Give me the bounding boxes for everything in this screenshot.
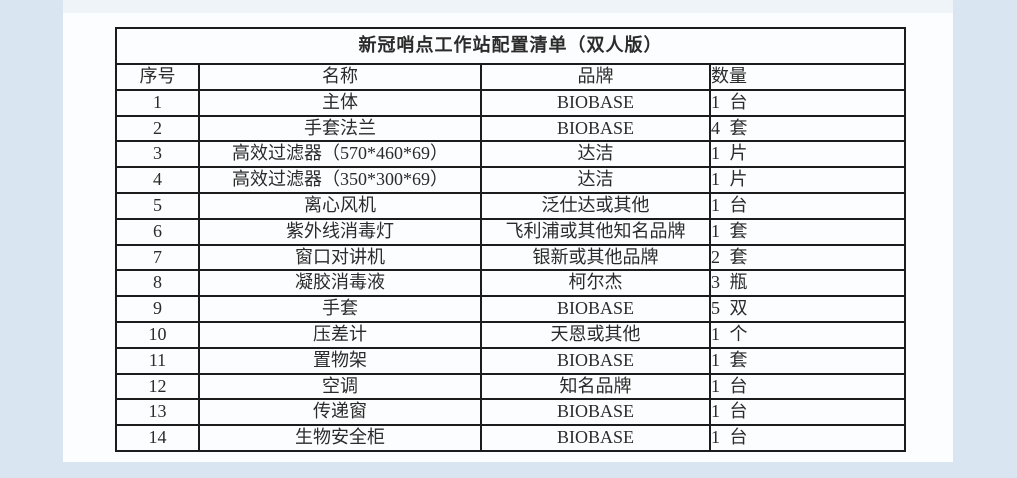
cell-quantity: 1 片 [709,166,906,194]
cell-brand: 天恩或其他 [480,320,711,349]
cell-name: 紫外线消毒灯 [198,217,482,246]
cell-brand: BIOBASE [480,295,711,323]
cell-serial: 4 [115,166,200,194]
cell-serial: 1 [115,88,200,117]
table-row: 5 离心风机 泛仕达或其他 1 台 [115,191,906,220]
cell-quantity: 1 台 [709,88,906,117]
cell-serial: 10 [115,320,200,349]
cell-brand: BIOBASE [480,424,711,452]
cell-brand: 柯尔杰 [480,269,711,298]
cell-serial: 6 [115,217,200,246]
cell-name: 手套 [198,295,482,323]
cell-serial: 13 [115,398,200,427]
cell-brand: 银新或其他品牌 [480,243,711,272]
cell-quantity: 1 套 [709,346,906,375]
table-row: 3 高效过滤器（570*460*69） 达洁 1 片 [115,140,906,169]
table-row: 11 置物架 BIOBASE 1 套 [115,346,906,375]
cell-quantity: 1 套 [709,217,906,246]
cell-quantity: 1 台 [709,398,906,427]
column-header-no: 序号 [115,63,200,91]
cell-quantity: 1 台 [709,372,906,401]
table-row: 8 凝胶消毒液 柯尔杰 3 瓶 [115,269,906,298]
column-header-name: 名称 [198,63,482,91]
cell-brand: BIOBASE [480,88,711,117]
cell-name: 高效过滤器（570*460*69） [198,140,482,169]
table-title: 新冠哨点工作站配置清单（双人版） [115,27,906,65]
cell-serial: 9 [115,295,200,323]
column-header-brand: 品牌 [480,63,711,91]
cell-serial: 8 [115,269,200,298]
table-row: 9 手套 BIOBASE 5 双 [115,295,906,323]
cell-quantity: 1 片 [709,140,906,169]
cell-brand: BIOBASE [480,114,711,143]
table-row: 14 生物安全柜 BIOBASE 1 台 [115,424,906,452]
cell-name: 传递窗 [198,398,482,427]
cell-name: 生物安全柜 [198,424,482,452]
cell-name: 窗口对讲机 [198,243,482,272]
cell-serial: 12 [115,372,200,401]
cell-name: 高效过滤器（350*300*69） [198,166,482,194]
cell-brand: 达洁 [480,166,711,194]
cell-name: 置物架 [198,346,482,375]
cell-serial: 3 [115,140,200,169]
table-row: 13 传递窗 BIOBASE 1 台 [115,398,906,427]
cell-brand: 知名品牌 [480,372,711,401]
cell-serial: 7 [115,243,200,272]
table-title-row: 新冠哨点工作站配置清单（双人版） [115,27,906,65]
cell-brand: BIOBASE [480,346,711,375]
cell-name: 压差计 [198,320,482,349]
cell-serial: 2 [115,114,200,143]
cell-name: 凝胶消毒液 [198,269,482,298]
table-row: 2 手套法兰 BIOBASE 4 套 [115,114,906,143]
cell-quantity: 2 套 [709,243,906,272]
cell-brand: BIOBASE [480,398,711,427]
table-row: 6 紫外线消毒灯 飞利浦或其他知名品牌 1 套 [115,217,906,246]
table-row: 1 主体 BIOBASE 1 台 [115,88,906,117]
cell-quantity: 5 双 [709,295,906,323]
page-top-margin [63,0,953,13]
cell-serial: 11 [115,346,200,375]
cell-quantity: 4 套 [709,114,906,143]
cell-quantity: 1 台 [709,424,906,452]
cell-name: 空调 [198,372,482,401]
cell-serial: 14 [115,424,200,452]
cell-brand: 泛仕达或其他 [480,191,711,220]
table-row: 4 高效过滤器（350*300*69） 达洁 1 片 [115,166,906,194]
table-row: 12 空调 知名品牌 1 台 [115,372,906,401]
column-header-qty: 数量 [709,63,906,91]
cell-brand: 达洁 [480,140,711,169]
cell-quantity: 3 瓶 [709,269,906,298]
cell-quantity: 1 台 [709,191,906,220]
cell-name: 主体 [198,88,482,117]
cell-name: 离心风机 [198,191,482,220]
table-header-row: 序号 名称 品牌 数量 [115,63,906,91]
cell-serial: 5 [115,191,200,220]
table-row: 10 压差计 天恩或其他 1 个 [115,320,906,349]
table-row: 7 窗口对讲机 银新或其他品牌 2 套 [115,243,906,272]
cell-name: 手套法兰 [198,114,482,143]
cell-quantity: 1 个 [709,320,906,349]
cell-brand: 飞利浦或其他知名品牌 [480,217,711,246]
